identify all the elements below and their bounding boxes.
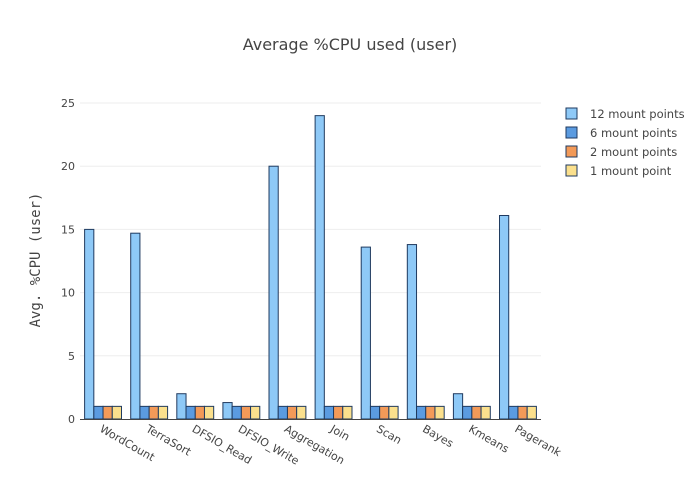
y-tick-label: 15: [61, 223, 75, 236]
legend-label: 6 mount points: [590, 126, 677, 140]
bar: [148, 405, 159, 420]
bar: [231, 405, 242, 420]
bar: [434, 405, 445, 420]
bar: [314, 115, 325, 420]
bar: [452, 393, 464, 420]
bar: [323, 405, 335, 420]
bar: [194, 405, 205, 420]
y-tick-labels: 0 5 10 15 20 25: [61, 97, 75, 426]
bar: [250, 405, 261, 420]
bar: [139, 405, 150, 420]
bar: [508, 405, 519, 420]
legend-swatch: [565, 126, 578, 139]
bar: [222, 402, 233, 420]
bar: [268, 165, 279, 420]
x-tick-label: Join: [327, 422, 352, 444]
bar: [462, 405, 473, 420]
bar: [379, 405, 390, 420]
bar: [342, 405, 353, 420]
bar: [93, 405, 104, 420]
bar: [240, 405, 252, 420]
chart-title: Average %CPU used (user): [243, 35, 458, 54]
bar: [499, 214, 510, 420]
x-tick-label: Pagerank: [512, 422, 563, 459]
bar: [360, 246, 371, 420]
y-tick-label: 25: [61, 97, 75, 110]
legend-label: 12 mount points: [590, 107, 685, 121]
bar: [111, 405, 122, 420]
legend-label: 1 mount point: [590, 164, 672, 178]
y-tick-label: 0: [68, 413, 75, 426]
x-tick-label: Bayes: [420, 422, 456, 450]
legend-swatch: [565, 164, 578, 177]
y-axis-label: Avg. %CPU (user): [28, 193, 44, 328]
y-tick-label: 20: [61, 160, 75, 173]
x-tick-labels: WordCountTerraSortDFSIO_ReadDFSIO_WriteA…: [98, 422, 564, 468]
y-tick-label: 10: [61, 287, 75, 300]
bars-layer: [84, 115, 537, 420]
bar: [286, 405, 298, 420]
bar: [130, 232, 141, 420]
legend: 12 mount points 6 mount points 2 mount poi…: [565, 107, 685, 178]
bar: [102, 405, 113, 420]
bar: [333, 405, 344, 420]
bar: [406, 244, 418, 420]
bar: [425, 405, 436, 420]
x-tick-label: Kmeans: [466, 422, 511, 455]
legend-swatch: [565, 107, 578, 120]
grid-layer: [80, 102, 541, 357]
bar: [471, 405, 482, 420]
bar: [369, 405, 381, 420]
y-tick-label: 5: [68, 350, 75, 363]
bar: [480, 405, 491, 420]
bar: [296, 405, 307, 420]
bar: [84, 228, 95, 420]
bar: [185, 405, 196, 420]
bar: [526, 405, 537, 420]
legend-label: 2 mount points: [590, 145, 677, 159]
bar: [277, 405, 288, 420]
bar: [203, 405, 215, 420]
x-tick-label: Scan: [374, 422, 404, 447]
bar: [517, 405, 528, 420]
bar: [157, 405, 169, 420]
legend-swatch: [565, 145, 578, 158]
bar: [388, 405, 399, 420]
bar: [416, 405, 427, 420]
bar: [176, 393, 187, 420]
